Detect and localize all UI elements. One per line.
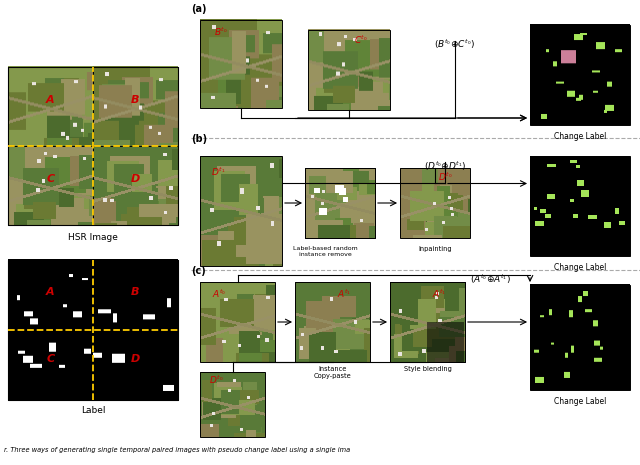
Text: A: A bbox=[46, 287, 55, 297]
Bar bbox=[93, 67, 178, 146]
Text: $A^{t_0}$: $A^{t_0}$ bbox=[212, 287, 226, 300]
Text: Instance
Copy-paste: Instance Copy-paste bbox=[314, 366, 351, 379]
Bar bbox=[530, 156, 630, 256]
Text: A: A bbox=[46, 95, 55, 106]
Text: D: D bbox=[131, 174, 140, 184]
Bar bbox=[319, 208, 327, 215]
Bar bbox=[200, 372, 265, 437]
Text: $A^{t_1}$: $A^{t_1}$ bbox=[431, 287, 446, 300]
Text: Change Label: Change Label bbox=[554, 397, 606, 406]
Bar bbox=[295, 282, 370, 362]
Bar bbox=[343, 197, 348, 202]
Bar bbox=[335, 185, 344, 193]
Bar bbox=[390, 282, 465, 362]
Text: HSR Image: HSR Image bbox=[68, 233, 118, 242]
Bar bbox=[8, 67, 93, 146]
Text: Label: Label bbox=[81, 406, 105, 415]
Text: Change Label: Change Label bbox=[554, 132, 606, 141]
Text: r. Three ways of generating single temporal paired images with pseudo change lab: r. Three ways of generating single tempo… bbox=[4, 447, 350, 453]
Bar bbox=[530, 25, 630, 125]
Text: Style blending: Style blending bbox=[404, 366, 451, 372]
Bar bbox=[314, 188, 320, 193]
Text: B: B bbox=[131, 95, 140, 106]
Text: Label-based random
instance remove: Label-based random instance remove bbox=[292, 246, 357, 257]
Bar bbox=[8, 260, 178, 400]
Text: Change Label: Change Label bbox=[554, 263, 606, 272]
Bar bbox=[200, 156, 282, 266]
Text: $D^{t_0}$: $D^{t_0}$ bbox=[209, 373, 223, 385]
Text: $A^{t_1}$: $A^{t_1}$ bbox=[337, 287, 351, 300]
Text: B: B bbox=[131, 287, 140, 297]
Text: C: C bbox=[47, 174, 54, 184]
Text: $(B^{t_0}{\oplus}C^{t_0})$: $(B^{t_0}{\oplus}C^{t_0})$ bbox=[435, 38, 476, 52]
Bar bbox=[8, 146, 93, 225]
Bar bbox=[200, 282, 275, 362]
Text: $D^{t_1}$: $D^{t_1}$ bbox=[211, 166, 225, 178]
Bar bbox=[308, 30, 390, 110]
Bar bbox=[8, 67, 178, 225]
Text: (b): (b) bbox=[191, 134, 207, 144]
Text: $(A^{t_0}{\oplus}A^{t_1})$: $(A^{t_0}{\oplus}A^{t_1})$ bbox=[470, 273, 511, 286]
Text: Inpainting: Inpainting bbox=[418, 246, 452, 252]
Text: (c): (c) bbox=[191, 266, 205, 276]
Text: $B^{t_0}$: $B^{t_0}$ bbox=[214, 26, 227, 38]
Text: (a): (a) bbox=[191, 4, 207, 14]
Bar bbox=[400, 168, 470, 238]
Text: D: D bbox=[131, 354, 140, 364]
Bar bbox=[8, 260, 178, 400]
Bar bbox=[339, 188, 346, 195]
Bar bbox=[305, 168, 375, 238]
Bar bbox=[93, 146, 178, 225]
Bar bbox=[305, 168, 375, 238]
Text: $C^{t_0}$: $C^{t_0}$ bbox=[355, 34, 368, 47]
Text: $(D^{t_0}{\oplus}D^{t_1})$: $(D^{t_0}{\oplus}D^{t_1})$ bbox=[424, 160, 466, 173]
Bar bbox=[200, 20, 282, 108]
Bar bbox=[530, 285, 630, 390]
Text: $D^{t_0}$: $D^{t_0}$ bbox=[438, 170, 452, 183]
Bar bbox=[390, 282, 465, 362]
Bar bbox=[427, 322, 464, 362]
Text: C: C bbox=[47, 354, 54, 364]
